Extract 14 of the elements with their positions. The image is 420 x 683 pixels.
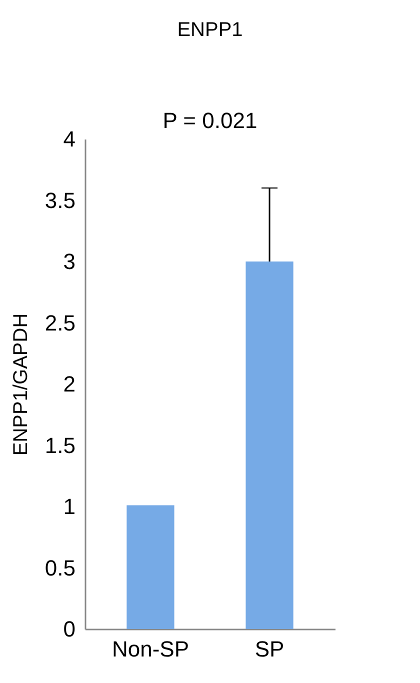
chart-title: ENPP1: [177, 19, 243, 41]
y-axis-title: ENPP1/GAPDH: [10, 313, 32, 456]
y-tick-label: 1.5: [44, 432, 76, 458]
y-tick-label: 3: [63, 249, 76, 274]
y-tick-label: 2: [63, 372, 76, 396]
x-tick-label: Non-SP: [112, 636, 189, 662]
text: P = 0.021: [162, 108, 258, 133]
y-tick-label: 2.5: [44, 310, 76, 336]
y-tick-label: 0: [63, 616, 76, 642]
x-tick-label: SP: [254, 636, 284, 662]
y-tick-label: 4: [63, 126, 76, 152]
y-tick-label: 0.5: [44, 555, 76, 580]
y-tick-label: 3.5: [44, 188, 76, 213]
y-tick-label: 1: [63, 494, 76, 519]
